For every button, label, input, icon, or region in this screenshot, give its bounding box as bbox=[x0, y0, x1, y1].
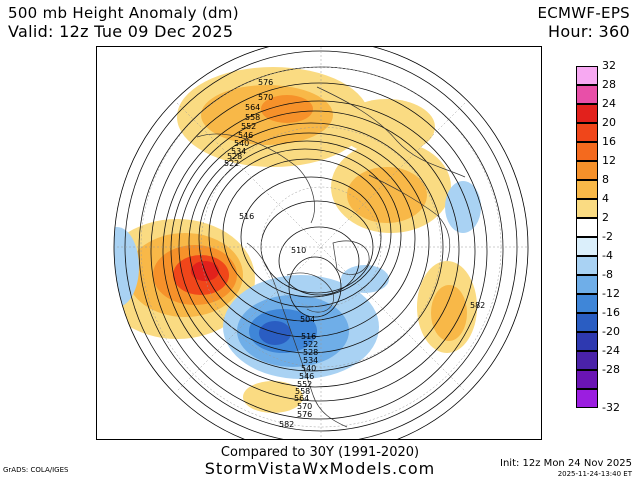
contour-label: 552 bbox=[297, 380, 312, 389]
height-contour bbox=[278, 226, 360, 296]
coastline-greenland bbox=[332, 240, 370, 275]
model-name: ECMWF-EPS bbox=[537, 4, 630, 22]
contour-label: 570 bbox=[258, 93, 273, 102]
legend-label: -32 bbox=[602, 401, 620, 414]
contour-label: 504 bbox=[300, 315, 315, 324]
contour-label: 558 bbox=[245, 113, 260, 122]
coastlines bbox=[196, 86, 466, 428]
legend-swatch bbox=[576, 123, 598, 142]
contour-label: 576 bbox=[297, 410, 312, 419]
coastline-hudson bbox=[286, 272, 334, 313]
valid-time: Valid: 12z Tue 09 Dec 2025 bbox=[8, 22, 234, 41]
legend-swatch bbox=[576, 66, 598, 85]
legend-swatch bbox=[576, 237, 598, 256]
map-title: 500 mb Height Anomaly (dm) bbox=[8, 4, 239, 22]
coastline-asia bbox=[196, 133, 315, 224]
generated-stamp: 2025-11-24-13:40 ET bbox=[557, 470, 632, 478]
grads-credit: GrADS: COLA/IGES bbox=[3, 466, 69, 474]
legend-label: 16 bbox=[602, 135, 616, 148]
height-contour bbox=[222, 158, 392, 308]
legend-swatch bbox=[576, 218, 598, 237]
contour-label: 516 bbox=[301, 332, 316, 341]
legend-swatch bbox=[576, 85, 598, 104]
legend-swatch bbox=[576, 370, 598, 389]
anomaly-warm-atlantic-mid bbox=[431, 285, 467, 341]
coastline-europe bbox=[368, 174, 451, 262]
contour-label: 534 bbox=[303, 356, 318, 365]
contour-label: 552 bbox=[241, 122, 256, 131]
legend-label: -4 bbox=[602, 249, 613, 262]
height-contour bbox=[198, 140, 416, 338]
legend-label: -8 bbox=[602, 268, 613, 281]
contour-label: 558 bbox=[295, 387, 310, 396]
site-watermark: StormVistaWxModels.com bbox=[204, 459, 436, 478]
legend-label: -2 bbox=[602, 230, 613, 243]
legend-label: 20 bbox=[602, 116, 616, 129]
contour-label: 582 bbox=[470, 301, 485, 310]
legend-label: -20 bbox=[602, 325, 620, 338]
contour-label: 534 bbox=[231, 147, 246, 156]
contour-label: 576 bbox=[258, 78, 273, 87]
graticule bbox=[117, 47, 527, 439]
contour-label: 516 bbox=[239, 212, 254, 221]
height-contour bbox=[288, 256, 342, 318]
contour-labels: 576 570 564 558 552 546 540 534 528 522 … bbox=[224, 78, 485, 429]
legend-swatch bbox=[576, 256, 598, 275]
legend-swatch bbox=[576, 389, 598, 408]
legend-label: -16 bbox=[602, 306, 620, 319]
polar-map: 576 570 564 558 552 546 540 534 528 522 … bbox=[96, 46, 542, 440]
contour-label: 546 bbox=[299, 372, 314, 381]
anomaly-cool-russia bbox=[445, 181, 481, 233]
legend-swatch bbox=[576, 199, 598, 218]
height-contour bbox=[208, 148, 402, 322]
anomaly-cool-west bbox=[114, 227, 139, 307]
coastline-siberia bbox=[316, 86, 466, 178]
legend-label: 2 bbox=[602, 211, 609, 224]
legend-label: 12 bbox=[602, 154, 616, 167]
legend-label: 28 bbox=[602, 78, 616, 91]
legend-swatch bbox=[576, 313, 598, 332]
contour-label: 540 bbox=[234, 139, 249, 148]
anomaly-cool-greenland bbox=[341, 265, 389, 293]
hemisphere-edge bbox=[113, 47, 529, 439]
legend-label: -24 bbox=[602, 344, 620, 357]
anomaly-warm-europe-mid bbox=[347, 167, 427, 223]
legend-swatch bbox=[576, 180, 598, 199]
contour-label: 510 bbox=[291, 246, 306, 255]
legend-swatch bbox=[576, 161, 598, 180]
legend-swatch bbox=[576, 351, 598, 370]
height-contour bbox=[170, 110, 460, 388]
contour-label: 540 bbox=[301, 364, 316, 373]
contour-label: 528 bbox=[227, 152, 242, 161]
contour-label: 522 bbox=[224, 159, 239, 168]
legend-swatch bbox=[576, 142, 598, 161]
contour-label: 570 bbox=[297, 402, 312, 411]
legend-swatch bbox=[576, 104, 598, 123]
height-contour bbox=[150, 82, 488, 420]
contour-label: 522 bbox=[303, 340, 318, 349]
height-contour bbox=[162, 100, 476, 402]
legend-label: 8 bbox=[602, 173, 609, 186]
legend-label: 24 bbox=[602, 97, 616, 110]
contour-label: 582 bbox=[279, 420, 294, 429]
contour-label: 546 bbox=[238, 131, 253, 140]
forecast-hour: Hour: 360 bbox=[548, 22, 630, 41]
init-time: Init: 12z Mon 24 Nov 2025 bbox=[500, 458, 632, 469]
anomaly-warm-arctic bbox=[339, 99, 435, 155]
height-contour bbox=[188, 132, 430, 354]
climatology-note: Compared to 30Y (1991-2020) bbox=[220, 445, 420, 460]
contour-label: 564 bbox=[245, 103, 260, 112]
legend-label: -12 bbox=[602, 287, 620, 300]
contour-label: 528 bbox=[303, 348, 318, 357]
legend-label: 4 bbox=[602, 192, 609, 205]
legend-label: -28 bbox=[602, 363, 620, 376]
height-contour bbox=[240, 176, 382, 298]
map-canvas: 576 570 564 558 552 546 540 534 528 522 … bbox=[113, 47, 529, 439]
legend-swatch bbox=[576, 332, 598, 351]
legend-swatch bbox=[576, 275, 598, 294]
contour-label: 564 bbox=[294, 394, 309, 403]
legend-swatch bbox=[576, 294, 598, 313]
coastline-north-america bbox=[246, 242, 348, 428]
legend-label: 32 bbox=[602, 59, 616, 72]
